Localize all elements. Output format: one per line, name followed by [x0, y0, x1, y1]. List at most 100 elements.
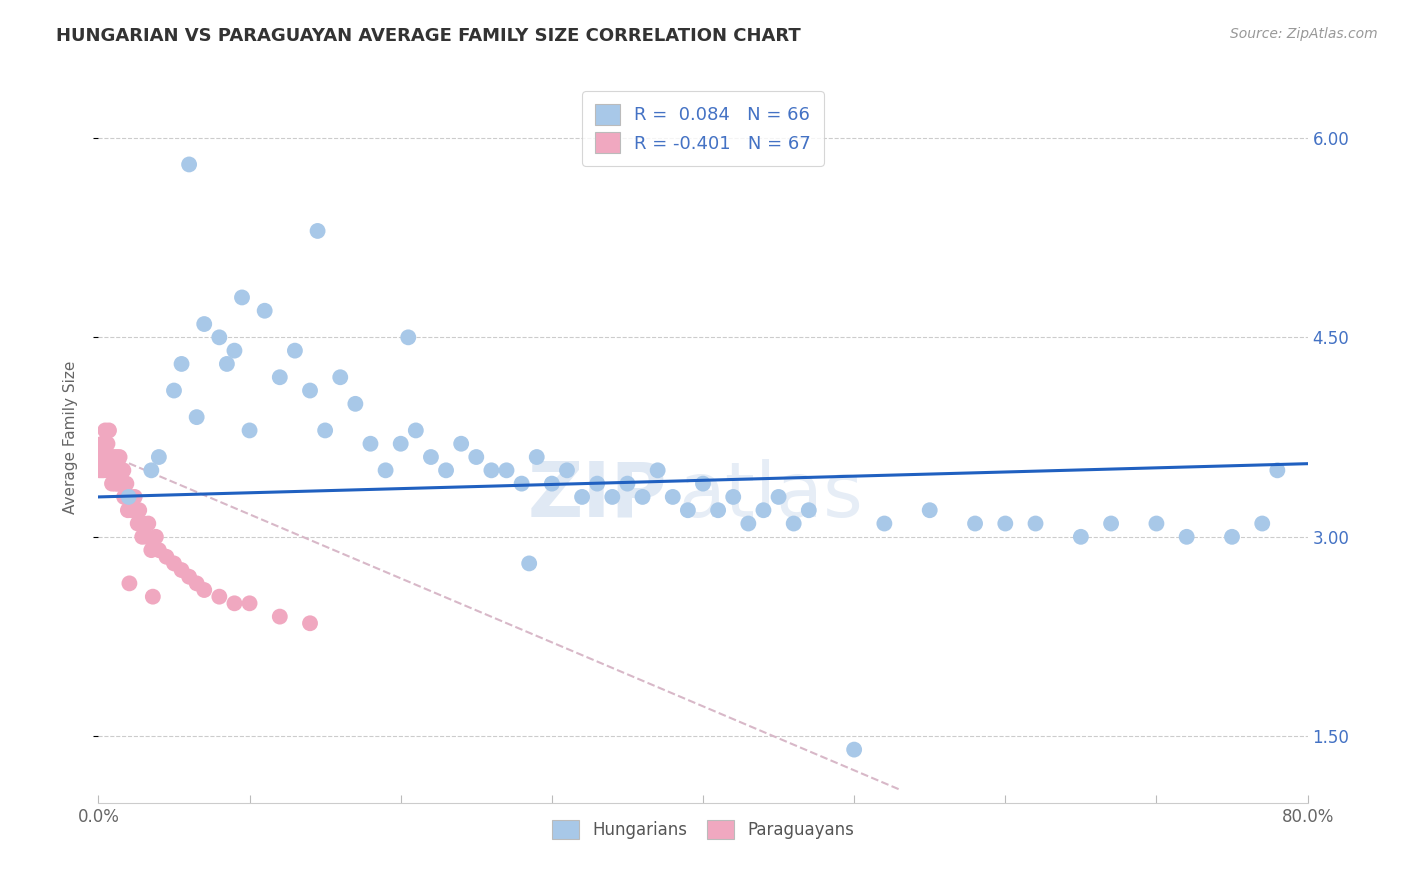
Point	[101, 463, 124, 477]
Point	[96, 463, 118, 477]
Text: ZIP: ZIP	[527, 458, 666, 533]
Point	[122, 503, 145, 517]
Point	[125, 503, 148, 517]
Point	[107, 463, 129, 477]
Point	[179, 157, 201, 171]
Point	[141, 543, 163, 558]
Point	[661, 490, 683, 504]
Point	[193, 582, 215, 597]
Point	[105, 450, 128, 464]
Point	[135, 530, 157, 544]
Point	[1175, 530, 1198, 544]
Point	[170, 563, 193, 577]
Point	[797, 503, 820, 517]
Point	[269, 370, 291, 384]
Text: atlas: atlas	[679, 458, 863, 533]
Y-axis label: Average Family Size: Average Family Size	[63, 360, 77, 514]
Point	[434, 463, 457, 477]
Point	[692, 476, 714, 491]
Point	[1267, 463, 1289, 477]
Point	[100, 450, 122, 464]
Point	[110, 463, 132, 477]
Point	[420, 450, 443, 464]
Point	[93, 436, 115, 450]
Point	[1146, 516, 1168, 531]
Point	[170, 357, 193, 371]
Point	[124, 490, 146, 504]
Point	[145, 530, 167, 544]
Point	[98, 424, 121, 438]
Point	[517, 557, 540, 571]
Point	[1024, 516, 1046, 531]
Point	[114, 476, 136, 491]
Point	[193, 317, 215, 331]
Point	[1099, 516, 1122, 531]
Point	[90, 450, 112, 464]
Point	[141, 463, 163, 477]
Point	[224, 343, 246, 358]
Point	[104, 463, 127, 477]
Point	[110, 476, 132, 491]
Point	[91, 463, 114, 477]
Point	[374, 463, 396, 477]
Point	[269, 609, 291, 624]
Point	[97, 450, 120, 464]
Point	[98, 463, 121, 477]
Point	[91, 436, 114, 450]
Point	[136, 516, 159, 531]
Point	[873, 516, 896, 531]
Point	[215, 357, 238, 371]
Legend: Hungarians, Paraguayans: Hungarians, Paraguayans	[546, 814, 860, 846]
Point	[142, 590, 165, 604]
Point	[129, 516, 152, 531]
Point	[510, 476, 533, 491]
Point	[965, 516, 987, 531]
Point	[118, 576, 141, 591]
Point	[314, 424, 336, 438]
Point	[163, 384, 186, 398]
Point	[723, 490, 745, 504]
Point	[299, 384, 322, 398]
Point	[224, 596, 246, 610]
Point	[94, 450, 117, 464]
Point	[108, 476, 131, 491]
Point	[647, 463, 669, 477]
Point	[93, 450, 115, 464]
Point	[994, 516, 1017, 531]
Point	[737, 516, 759, 531]
Point	[396, 330, 419, 344]
Point	[481, 463, 503, 477]
Point	[602, 490, 624, 504]
Point	[344, 397, 367, 411]
Point	[360, 436, 382, 450]
Point	[284, 343, 307, 358]
Point	[389, 436, 412, 450]
Point	[405, 424, 427, 438]
Point	[307, 224, 329, 238]
Point	[114, 490, 136, 504]
Point	[676, 503, 699, 517]
Point	[117, 503, 139, 517]
Point	[239, 424, 262, 438]
Point	[239, 596, 262, 610]
Point	[118, 490, 141, 504]
Point	[231, 290, 253, 304]
Point	[186, 410, 208, 425]
Point	[120, 490, 142, 504]
Point	[465, 450, 488, 464]
Point	[112, 463, 135, 477]
Point	[495, 463, 517, 477]
Point	[616, 476, 638, 491]
Point	[115, 476, 138, 491]
Point	[783, 516, 806, 531]
Point	[148, 543, 170, 558]
Point	[111, 463, 134, 477]
Point	[127, 516, 149, 531]
Point	[918, 503, 941, 517]
Point	[540, 476, 562, 491]
Point	[631, 490, 654, 504]
Point	[96, 436, 118, 450]
Point	[707, 503, 730, 517]
Point	[526, 450, 548, 464]
Point	[179, 570, 201, 584]
